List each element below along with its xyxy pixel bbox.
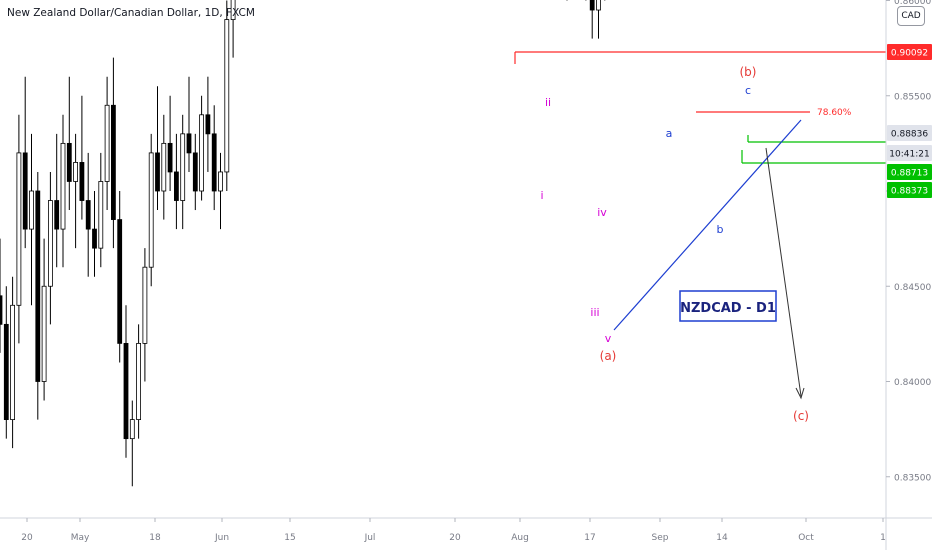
candle-body — [111, 104, 116, 220]
price-tag-label: 0.90092 — [891, 49, 928, 59]
candle-body — [167, 142, 173, 173]
candle-body — [142, 266, 148, 344]
wave-label: iv — [597, 206, 607, 219]
price-tick-label: 0.83500 — [894, 473, 931, 483]
symbol-box — [679, 290, 777, 322]
price-tick-label: 0.84000 — [894, 378, 931, 388]
wave-label: (b) — [740, 65, 757, 79]
candle-body — [60, 142, 66, 230]
candle-body — [180, 133, 186, 201]
symbol-box-label: NZDCAD - D1 — [680, 301, 776, 316]
price-tag-resistance — [887, 44, 932, 60]
time-axis[interactable]: 20 May 18 Jun 15 Jul 20 Aug 17 Sep 14 Oct 1 — [0, 517, 932, 543]
time-tick-label: Jun — [214, 533, 229, 543]
wave-label: (c) — [793, 409, 809, 423]
trendline — [613, 119, 802, 331]
price-tag-label: 0.88373 — [891, 187, 928, 197]
candle-body — [85, 200, 91, 230]
candle-body — [35, 190, 41, 382]
wave-label: b — [717, 223, 724, 236]
wave-label: v — [605, 332, 612, 345]
candle-body — [48, 200, 53, 287]
price-tag-label: 0.88713 — [891, 169, 928, 179]
candle-body — [148, 152, 154, 268]
candle-body — [136, 342, 142, 420]
projection-arrow-line — [765, 147, 802, 397]
candle-body — [92, 228, 97, 249]
candle-body — [3, 323, 9, 421]
price-tick-label: 0.86000 — [894, 0, 931, 7]
time-tick-label: 14 — [716, 533, 728, 543]
candle-body — [155, 152, 160, 192]
candle-body — [10, 304, 16, 420]
candle-body — [205, 114, 211, 135]
candle-body — [73, 162, 78, 182]
price-tag-label: 10:41:21 — [889, 150, 929, 160]
candle-body — [98, 181, 104, 249]
price-tick-label: 0.85500 — [894, 92, 931, 102]
candle-body — [104, 104, 110, 182]
candle-body — [0, 295, 3, 325]
candle-body — [29, 190, 34, 230]
wave-label: i — [540, 189, 543, 202]
candle-body — [230, 0, 236, 20]
wave-label: c — [745, 84, 751, 97]
price-tags: 0.90092 0.88836 10:41:21 0.88713 0.88373 — [887, 44, 932, 198]
price-tag-current — [887, 125, 932, 141]
time-tick-label: Aug — [511, 533, 529, 543]
candle-body — [218, 171, 223, 192]
candle-body — [192, 152, 198, 192]
wave-label: ii — [545, 96, 551, 109]
wave-label: iii — [590, 306, 599, 319]
price-tick-label: 0.84500 — [894, 283, 931, 293]
candle-body — [16, 152, 22, 306]
candle-body — [173, 171, 179, 201]
candle-body — [186, 133, 192, 154]
projection-arrowhead — [795, 387, 805, 400]
time-tick-label: May — [71, 533, 90, 543]
time-tick-label: Sep — [652, 533, 669, 543]
time-tick-label: Oct — [798, 533, 814, 543]
candle-body — [123, 342, 129, 440]
fib-786-label: 78.60% — [817, 108, 852, 118]
candle-body — [596, 0, 601, 11]
price-axis[interactable]: 0.905000.900000.895000.890000.885000.880… — [885, 0, 931, 550]
wave-label: a — [666, 127, 673, 140]
time-tick-label: 20 — [21, 533, 33, 543]
time-tick-label: 15 — [284, 533, 295, 543]
price-tag-support — [887, 182, 932, 198]
candle-body — [54, 200, 60, 230]
candle-body — [22, 152, 28, 230]
candle-body — [161, 142, 167, 192]
candle-body — [41, 285, 47, 382]
chart-title: New Zealand Dollar/Canadian Dollar, 1D, … — [7, 7, 255, 19]
candle-body — [66, 142, 72, 182]
price-tag-timer — [887, 145, 932, 161]
candle-body — [79, 162, 85, 201]
currency-button[interactable]: CAD — [897, 6, 925, 26]
price-tag-support — [887, 164, 932, 180]
time-tick-label: Jul — [364, 533, 376, 543]
time-tick-label: 1 — [880, 533, 886, 543]
candle-body — [224, 19, 230, 173]
candle-body — [129, 419, 135, 440]
candle-body — [211, 133, 217, 192]
candle-body — [589, 0, 595, 11]
time-tick-label: 17 — [584, 533, 595, 543]
wave-label: (a) — [600, 349, 617, 363]
candle-body — [199, 114, 205, 192]
candle-body — [117, 219, 123, 344]
time-tick-label: 18 — [149, 533, 161, 543]
time-tick-label: 20 — [449, 533, 461, 543]
price-tag-label: 0.88836 — [891, 130, 928, 140]
candles — [0, 0, 606, 487]
